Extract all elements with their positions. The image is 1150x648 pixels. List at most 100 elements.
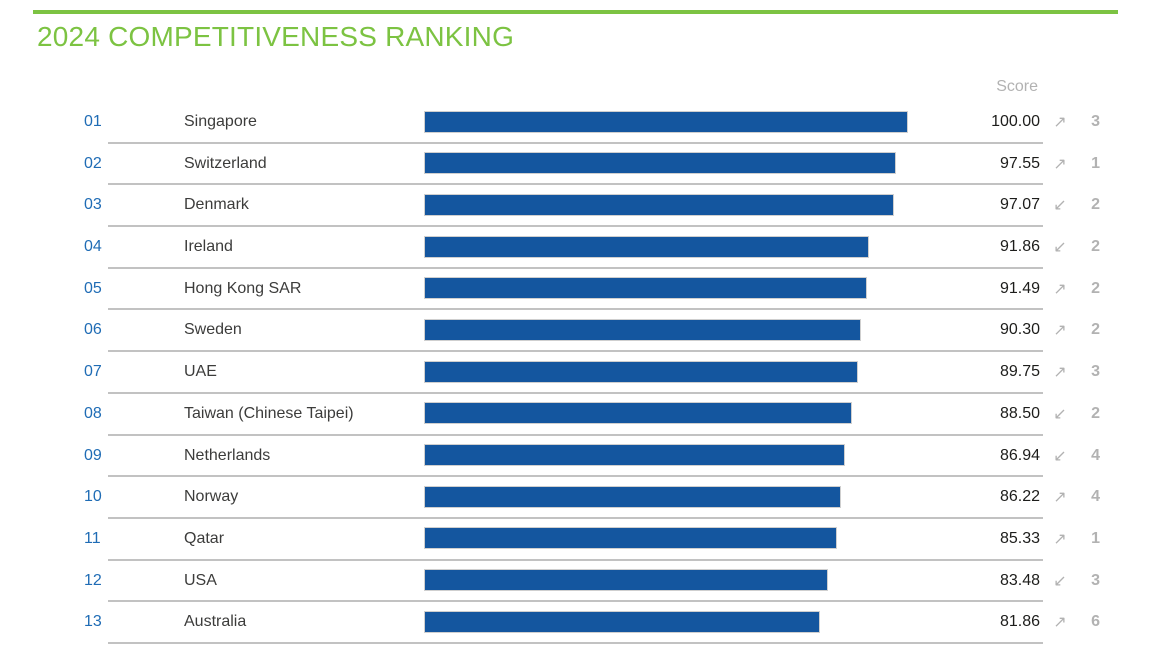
score-value: 91.86	[999, 238, 1040, 256]
score-value: 83.48	[999, 571, 1040, 589]
trend-up-icon: ↗	[1053, 320, 1067, 340]
rank-change-value: 2	[1091, 321, 1100, 339]
trend-down-icon: ↙	[1053, 570, 1067, 590]
rank-change-value: 4	[1091, 488, 1100, 506]
rank-number: 03	[84, 196, 102, 214]
ranking-row: 06 Sweden 90.30 ↗ 2	[0, 310, 1150, 353]
trend-up-icon: ↗	[1053, 528, 1067, 548]
rank-change-value: 2	[1091, 279, 1100, 297]
trend-down-icon: ↙	[1053, 237, 1067, 257]
trend-down-icon: ↙	[1053, 403, 1067, 423]
row-separator	[108, 433, 1043, 436]
score-bar	[424, 277, 867, 300]
row-separator	[108, 350, 1043, 353]
score-value: 97.07	[999, 196, 1040, 214]
ranking-list: 01 Singapore 100.00 ↗ 3 02 Switzerland 9…	[0, 102, 1150, 644]
score-bar	[424, 318, 862, 341]
country-name: Taiwan (Chinese Taipei)	[184, 404, 354, 422]
rank-number: 09	[84, 446, 102, 464]
accent-top-line	[33, 10, 1118, 14]
row-separator	[108, 516, 1043, 519]
country-name: Norway	[184, 488, 239, 506]
ranking-row: 07 UAE 89.75 ↗ 3	[0, 352, 1150, 394]
country-name: Qatar	[184, 529, 225, 547]
ranking-row: 05 Hong Kong SAR 91.49 ↗ 2	[0, 269, 1150, 311]
score-value: 86.22	[999, 488, 1040, 506]
trend-down-icon: ↙	[1053, 195, 1067, 215]
rank-number: 08	[84, 404, 102, 422]
row-separator	[108, 183, 1043, 186]
score-value: 85.33	[999, 529, 1040, 547]
score-value: 81.86	[999, 613, 1040, 631]
score-bar	[424, 444, 845, 466]
trend-up-icon: ↗	[1053, 153, 1067, 173]
rank-number: 10	[84, 488, 102, 506]
score-value: 90.30	[999, 321, 1040, 339]
score-bar	[424, 110, 908, 133]
score-bar	[424, 235, 869, 258]
score-bar	[424, 569, 828, 592]
ranking-row: 02 Switzerland 97.55 ↗ 1	[0, 144, 1150, 186]
rank-change-value: 3	[1091, 571, 1100, 589]
score-value: 91.49	[999, 279, 1040, 297]
ranking-row: 08 Taiwan (Chinese Taipei) 88.50 ↙ 2	[0, 394, 1150, 436]
rank-number: 02	[84, 154, 102, 172]
rank-change-value: 2	[1091, 404, 1100, 422]
row-separator	[108, 475, 1043, 478]
row-separator	[108, 600, 1043, 603]
score-bar	[424, 193, 894, 216]
score-column-header: Score	[996, 78, 1038, 95]
score-bar	[424, 402, 853, 425]
rank-change-value: 1	[1091, 154, 1100, 172]
ranking-row: 03 Denmark 97.07 ↙ 2	[0, 185, 1150, 228]
score-bar	[424, 527, 837, 550]
country-name: Australia	[184, 613, 247, 631]
score-value: 86.94	[999, 446, 1040, 464]
country-name: Ireland	[184, 238, 233, 256]
rank-number: 01	[84, 113, 102, 130]
trend-down-icon: ↙	[1053, 445, 1067, 465]
score-bar	[424, 485, 842, 508]
rank-number: 13	[84, 613, 102, 631]
rank-number: 06	[84, 321, 102, 339]
ranking-row: 10 Norway 86.22 ↗ 4	[0, 477, 1150, 519]
rank-number: 04	[84, 238, 102, 256]
ranking-row: 01 Singapore 100.00 ↗ 3	[0, 102, 1150, 144]
row-separator	[108, 391, 1043, 394]
country-name: Sweden	[184, 321, 242, 339]
score-value: 89.75	[999, 363, 1040, 381]
row-separator	[108, 558, 1043, 561]
score-value: 88.50	[999, 404, 1040, 422]
ranking-row: 04 Ireland 91.86 ↙ 2	[0, 227, 1150, 269]
score-value: 97.55	[999, 154, 1040, 172]
row-separator	[108, 141, 1043, 144]
country-name: USA	[184, 571, 217, 589]
rank-change-value: 3	[1091, 113, 1100, 130]
ranking-row: 09 Netherlands 86.94 ↙ 4	[0, 436, 1150, 478]
rank-number: 05	[84, 279, 102, 297]
page-title: 2024 COMPETITIVENESS RANKING	[37, 21, 515, 52]
ranking-row: 13 Australia 81.86 ↗ 6	[0, 602, 1150, 644]
trend-up-icon: ↗	[1053, 487, 1067, 507]
ranking-row: 11 Qatar 85.33 ↗ 1	[0, 519, 1150, 561]
country-name: Singapore	[184, 113, 257, 130]
row-separator	[108, 308, 1043, 311]
country-name: Denmark	[184, 196, 249, 214]
rank-change-value: 1	[1091, 529, 1100, 547]
country-name: UAE	[184, 363, 217, 381]
country-name: Netherlands	[184, 446, 271, 464]
trend-up-icon: ↗	[1053, 612, 1067, 632]
score-bar	[424, 610, 821, 633]
rank-number: 07	[84, 363, 102, 381]
row-separator	[108, 266, 1043, 269]
rank-number: 12	[84, 571, 102, 589]
rank-change-value: 2	[1091, 238, 1100, 256]
score-bar	[424, 152, 897, 175]
score-value: 100.00	[991, 113, 1040, 130]
country-name: Hong Kong SAR	[184, 279, 302, 297]
row-separator	[108, 641, 1043, 644]
rank-change-value: 3	[1091, 363, 1100, 381]
trend-up-icon: ↗	[1053, 362, 1067, 382]
trend-up-icon: ↗	[1053, 278, 1067, 298]
rank-change-value: 6	[1091, 613, 1100, 631]
